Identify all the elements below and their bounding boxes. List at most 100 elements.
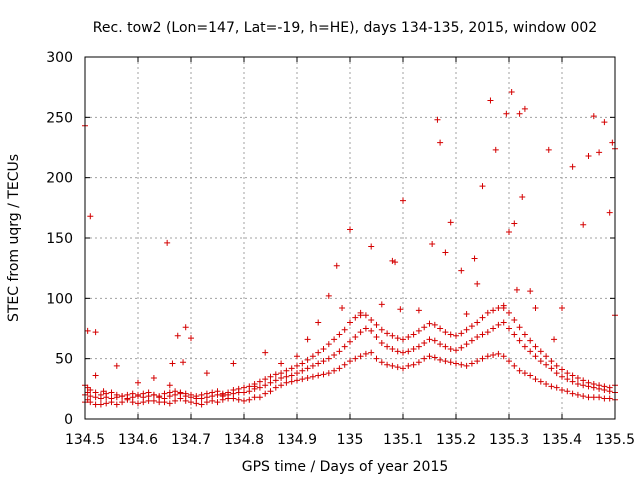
data-point — [188, 335, 194, 342]
data-point — [426, 320, 433, 327]
data-point — [209, 389, 216, 396]
data-point — [288, 372, 295, 379]
data-point — [516, 367, 523, 374]
data-point — [447, 331, 454, 338]
data-point — [341, 343, 348, 350]
data-point — [551, 336, 558, 343]
data-point — [309, 353, 316, 360]
data-point — [389, 332, 396, 339]
data-point — [400, 349, 406, 356]
data-point — [606, 384, 613, 391]
x-tick-label: 135.1 — [383, 432, 423, 448]
data-point — [415, 307, 422, 314]
data-point — [442, 343, 449, 350]
data-point — [182, 324, 189, 331]
data-point — [283, 373, 290, 380]
data-point — [182, 390, 189, 397]
data-point — [92, 389, 99, 396]
data-point — [596, 382, 603, 389]
data-point — [97, 391, 104, 398]
data-point — [304, 356, 311, 363]
data-point — [415, 343, 422, 350]
data-point — [490, 325, 497, 332]
data-point — [410, 361, 417, 368]
data-point — [325, 370, 332, 377]
data-point — [532, 376, 539, 383]
data-point — [368, 317, 375, 324]
data-point — [135, 391, 141, 398]
data-point — [521, 105, 528, 112]
data-point — [569, 378, 576, 385]
data-point — [543, 353, 550, 360]
data-point — [235, 396, 242, 403]
data-point — [177, 389, 184, 396]
data-point — [241, 397, 247, 404]
data-point — [320, 371, 327, 378]
x-tick-label: 135.5 — [595, 432, 635, 448]
data-point — [357, 309, 364, 316]
data-point — [336, 348, 343, 355]
data-point — [532, 343, 539, 350]
data-point — [378, 326, 385, 333]
data-point — [299, 360, 306, 367]
data-point — [347, 358, 353, 365]
data-point — [437, 139, 444, 146]
data-point — [339, 304, 346, 311]
data-point — [368, 349, 375, 356]
data-point — [500, 302, 507, 309]
data-point — [585, 379, 592, 386]
data-point — [166, 382, 173, 389]
data-point — [548, 365, 555, 372]
data-point — [500, 319, 507, 326]
x-tick-label: 135.2 — [436, 432, 476, 448]
data-point — [511, 220, 518, 227]
data-point — [437, 325, 444, 332]
data-point — [304, 374, 311, 381]
data-point — [389, 346, 396, 353]
data-point — [288, 365, 295, 372]
data-point — [272, 384, 279, 391]
data-point — [500, 353, 507, 360]
data-point — [251, 381, 258, 388]
data-point — [389, 257, 396, 264]
data-point — [590, 381, 597, 388]
data-point — [532, 304, 539, 311]
x-tick-label: 134.7 — [171, 432, 211, 448]
data-point — [378, 301, 385, 308]
data-point — [309, 362, 316, 369]
data-point — [590, 113, 597, 120]
data-point — [580, 377, 587, 384]
data-point — [315, 372, 322, 379]
data-point — [180, 359, 187, 366]
data-point — [479, 331, 486, 338]
data-point — [553, 370, 560, 377]
data-point — [559, 366, 565, 373]
data-point — [362, 350, 369, 357]
data-point — [325, 292, 332, 299]
data-point — [299, 376, 306, 383]
data-point — [442, 249, 449, 256]
data-point — [601, 119, 608, 126]
data-point — [574, 374, 581, 381]
data-point — [315, 360, 322, 367]
data-point — [272, 377, 279, 384]
data-point — [84, 327, 91, 334]
data-point — [103, 400, 110, 407]
data-point — [235, 385, 242, 392]
data-point — [405, 333, 412, 340]
data-point — [347, 319, 353, 326]
data-point — [124, 391, 131, 398]
data-point — [479, 183, 486, 190]
data-point — [373, 355, 380, 362]
data-point — [400, 365, 406, 372]
data-point — [87, 387, 94, 394]
data-point — [508, 88, 515, 95]
data-point — [368, 243, 375, 250]
data-point — [431, 354, 438, 361]
data-point — [294, 353, 300, 360]
data-point — [357, 353, 364, 360]
data-point — [474, 319, 481, 326]
data-point — [474, 358, 481, 365]
data-point — [559, 304, 565, 311]
